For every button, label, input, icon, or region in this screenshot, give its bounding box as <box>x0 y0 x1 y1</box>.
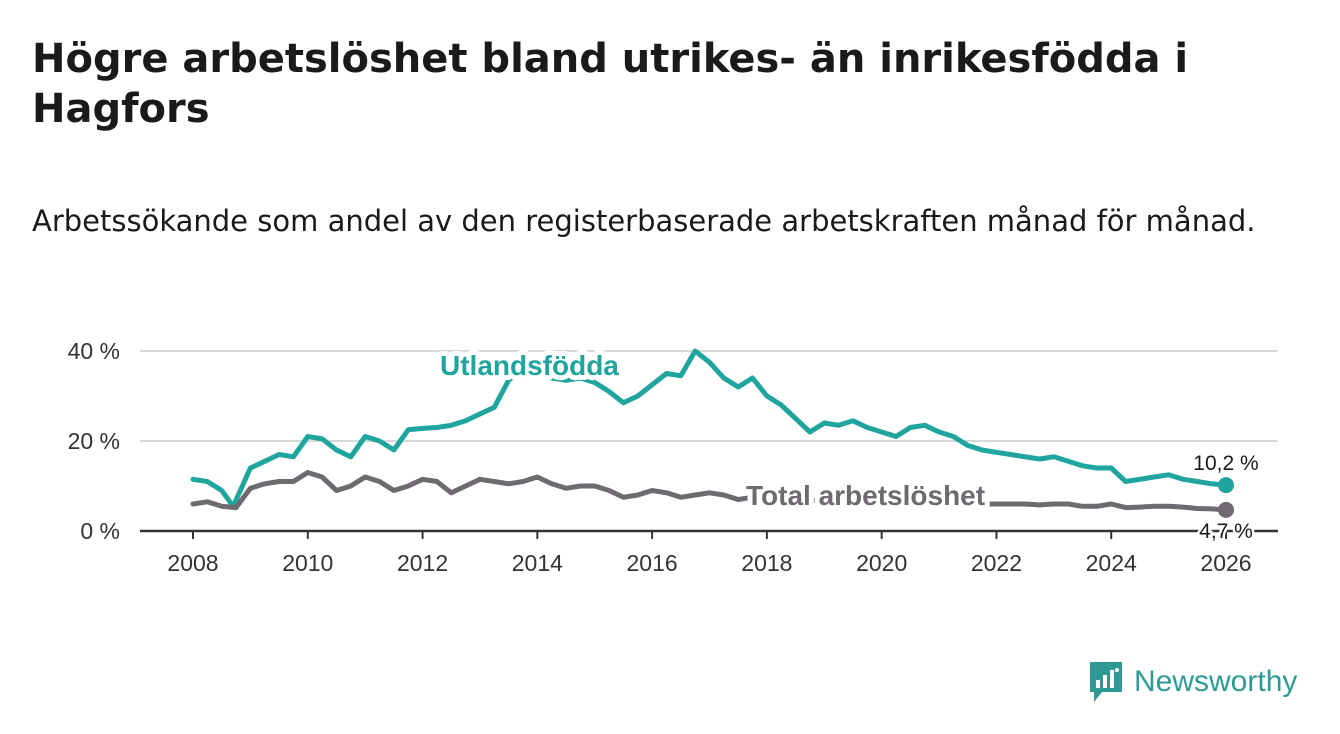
series-line-utlandsfodda <box>190 348 1229 509</box>
series-label-total: Total arbetslöshet <box>746 480 985 511</box>
x-tick-label: 2012 <box>397 550 448 576</box>
x-tick-label: 2020 <box>856 550 907 576</box>
x-tick-label: 2008 <box>167 550 218 576</box>
bar-chart-speech-bubble-icon <box>1090 662 1122 702</box>
series-line-total <box>190 470 1229 513</box>
series-end-label: 10,2 % <box>1193 452 1258 475</box>
x-tick-label: 2010 <box>282 550 333 576</box>
brand-logo: Newsworthy <box>1088 660 1297 704</box>
series-end-point <box>1218 477 1234 494</box>
brand-name: Newsworthy <box>1134 665 1298 698</box>
y-tick-label: 0 % <box>80 518 120 544</box>
series-end-label: 4,7 % <box>1199 520 1253 543</box>
chart-subtitle: Arbetssökande som andel av den registerb… <box>32 204 1256 238</box>
x-tick-label: 2018 <box>741 550 792 576</box>
x-tick-label: 2024 <box>1086 550 1137 576</box>
series-label-utlandsfodda: Utlandsfödda <box>440 350 619 381</box>
x-tick-label: 2022 <box>971 550 1022 576</box>
chart-title: Högre arbetslöshet bland utrikes- än inr… <box>32 36 1189 132</box>
x-tick-label: 2026 <box>1200 550 1251 576</box>
y-tick-label: 40 % <box>68 338 120 364</box>
x-tick-label: 2016 <box>627 550 678 576</box>
line-chart: 0 % 20 % 40 % 2008 2010 2012 2014 2016 2018 2020 2… <box>68 338 1278 576</box>
series-end-point <box>1218 501 1234 518</box>
y-tick-label: 20 % <box>68 428 120 454</box>
x-tick-label: 2014 <box>512 550 563 576</box>
